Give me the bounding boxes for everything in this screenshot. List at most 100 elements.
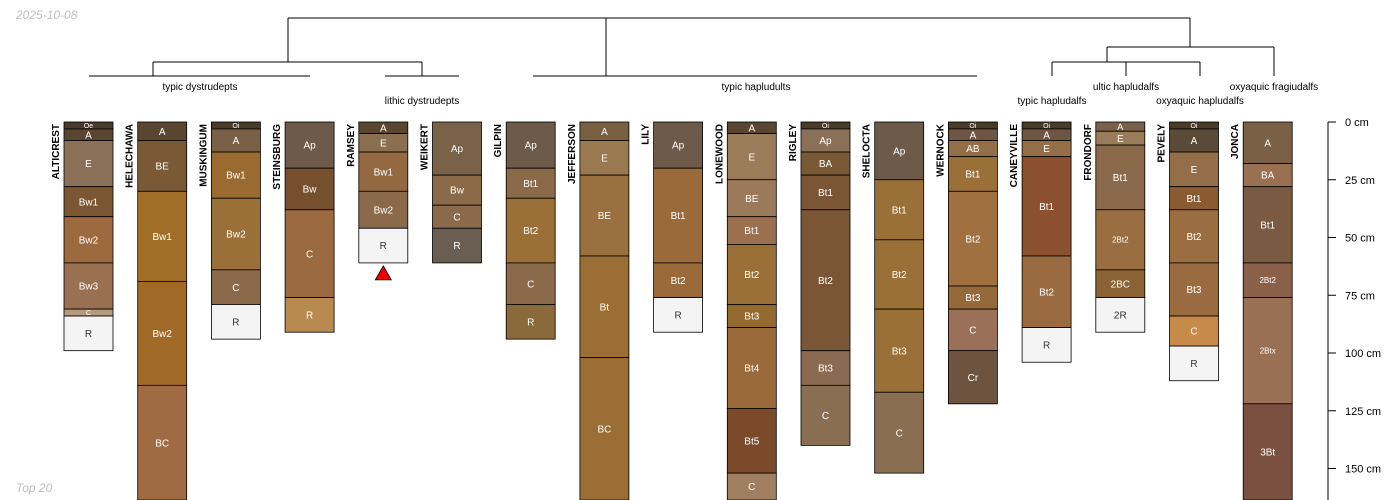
horizon-label: Bw1 <box>79 197 99 208</box>
horizon-label: Bt1 <box>965 170 980 181</box>
horizon-label: Bt2 <box>818 276 833 287</box>
horizon-label: C <box>969 326 976 337</box>
horizon-bw3 <box>63 262 114 310</box>
horizon-label: A <box>1191 136 1198 147</box>
horizon-label: Ap <box>303 141 316 152</box>
horizon-bw1 <box>137 190 188 282</box>
group-label: ultic hapludalfs <box>1093 82 1159 93</box>
horizon-label: Bw1 <box>226 171 246 182</box>
horizon-c <box>505 262 556 305</box>
horizon-label: BC <box>155 438 169 449</box>
axis-tick-label: 75 cm <box>1345 290 1375 302</box>
horizon-label: C <box>453 212 460 223</box>
profile-name: MUSKINGUM <box>198 124 209 187</box>
horizon-label: Bt2 <box>1039 287 1054 298</box>
horizon-bt2 <box>505 197 556 264</box>
horizon-label: 3Bt <box>1260 448 1275 459</box>
axis-tick-label: 50 cm <box>1345 233 1375 245</box>
group-labels: typic dystrudepts lithic dystrudepts typic… <box>162 82 1318 107</box>
horizon-label: A <box>380 123 387 134</box>
profile-weikert: WEIKERT Ap Bw C R <box>420 121 482 264</box>
profile-name: GILPIN <box>493 124 504 157</box>
axis-tick-label: 25 cm <box>1345 175 1375 187</box>
horizon-r <box>358 227 409 264</box>
horizon-label: R <box>232 317 239 328</box>
horizon-label: BE <box>156 161 170 172</box>
horizon-label: Bt1 <box>744 226 759 237</box>
profile-name: JEFFERSON <box>567 124 578 184</box>
profile-muskingum: MUSKINGUM Oi A Bw1 Bw2 C R <box>198 121 261 340</box>
horizon-bt3 <box>874 308 925 393</box>
horizon-label: Cr <box>968 373 979 384</box>
horizon-label: E <box>1043 144 1050 155</box>
horizon-bt2 <box>653 262 703 298</box>
horizon-3bt <box>1242 403 1293 500</box>
profile-name: CANEYVILLE <box>1009 124 1020 188</box>
horizon-label: Ap <box>893 146 906 157</box>
profile-name: RIGLEY <box>788 124 799 162</box>
horizon-label: C <box>1190 327 1197 338</box>
horizon-c <box>800 384 851 446</box>
horizon-label: A <box>1043 130 1050 141</box>
horizon-bt2 <box>874 239 925 310</box>
horizon-label: A <box>159 127 166 138</box>
horizon-label: Ap <box>525 141 538 152</box>
horizon-label: R <box>527 317 534 328</box>
horizon-label: R <box>1190 359 1197 370</box>
horizon-label: R <box>85 329 92 340</box>
horizon-label: Bt1 <box>892 205 907 216</box>
horizon-bt3 <box>1169 262 1219 317</box>
horizon-label: Ap <box>672 141 685 152</box>
horizon-2r <box>1095 297 1146 333</box>
profile-jefferson: JEFFERSON A E BE Bt BC <box>567 121 630 500</box>
profile-name: RAMSEY <box>346 124 357 167</box>
horizon-r <box>653 297 703 333</box>
horizon-label: Bt5 <box>744 436 759 447</box>
horizon-e <box>1169 151 1219 188</box>
footer-note: Top 20 <box>16 481 53 495</box>
horizon-label: A <box>233 136 240 147</box>
profile-frondorf: FRONDORF AE Bt1 2Bt2 2BC 2R <box>1083 121 1146 333</box>
horizon-label: Bt1 <box>671 211 686 222</box>
horizon-bw1 <box>210 151 261 199</box>
profile-jonca: JONCA A BA Bt1 2Bt2 2Btx 3Bt <box>1230 121 1293 500</box>
horizon-r <box>505 304 556 340</box>
group-label: typic hapludalfs <box>1018 96 1087 107</box>
horizon-bt2 <box>948 190 998 287</box>
horizon-label: Ap <box>451 144 464 155</box>
horizon-label: E <box>1117 134 1124 145</box>
horizon-label: Bt1 <box>1039 202 1054 213</box>
horizon-label: Bt3 <box>965 293 980 304</box>
horizon-label: C <box>896 428 903 439</box>
profile-name: STEINSBURG <box>272 124 283 190</box>
horizon-label: AB <box>966 144 980 155</box>
horizon-r <box>1021 327 1072 363</box>
profile-ramsey: RAMSEY AE Bw1 Bw2 R <box>346 121 409 264</box>
horizon-label: Bt2 <box>744 270 759 281</box>
horizon-label: Bt2 <box>892 270 907 281</box>
horizon-c <box>1169 315 1219 347</box>
horizon-label: Bt1 <box>1260 220 1275 231</box>
horizon-label: Bw2 <box>79 235 99 246</box>
horizon-bc <box>579 357 630 500</box>
horizon-bt2 <box>726 244 777 305</box>
horizon-label: Ap <box>819 136 832 147</box>
horizon-2bt2 <box>1095 209 1146 271</box>
horizon-label: Bw <box>450 186 465 197</box>
horizon-bt <box>579 255 630 359</box>
depth-axis: 0 cm 25 cm 50 cm 75 cm 100 cm 125 cm 150 cm <box>1327 117 1381 500</box>
horizon-label: A <box>1264 138 1271 149</box>
horizon-c <box>874 391 925 474</box>
horizon-label: Bt1 <box>1113 173 1128 184</box>
group-label: typic dystrudepts <box>162 82 237 93</box>
horizon-r <box>210 304 261 340</box>
horizon-label: Oe <box>84 123 93 130</box>
profile-name: ALTICREST <box>51 124 62 179</box>
horizon-ap <box>653 121 703 169</box>
axis-tick-label: 125 cm <box>1345 406 1381 418</box>
horizon-c <box>726 472 777 500</box>
horizon-label: BC <box>597 424 611 435</box>
